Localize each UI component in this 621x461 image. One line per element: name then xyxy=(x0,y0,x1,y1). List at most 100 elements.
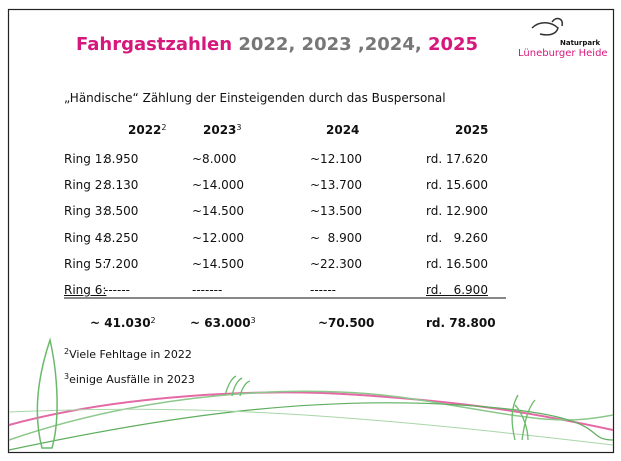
text: ~ 63.000 xyxy=(190,316,251,330)
pink-wave xyxy=(8,391,614,431)
column-header: 2024 xyxy=(326,124,359,136)
table-cell: ~14.000 xyxy=(192,179,244,191)
text: ~13.500 xyxy=(310,204,363,219)
table-cell: rd. 6.900 xyxy=(426,284,488,296)
text: 2023 xyxy=(203,123,237,137)
text: Ring 5: xyxy=(64,256,107,271)
table-cell: 8.950 xyxy=(104,153,138,165)
table-cell: ~13.500 xyxy=(310,205,362,217)
text: 7.200 xyxy=(104,256,139,271)
table-cell: Ring 2: xyxy=(64,179,106,191)
superscript: 2 xyxy=(161,123,167,132)
green-wave xyxy=(8,402,614,451)
subtitle: „Händische“ Zählung der Einsteigenden du… xyxy=(64,91,446,105)
table-cell: ~8.000 xyxy=(192,153,236,165)
logo-text: Lüneburger Heide xyxy=(518,48,608,59)
text: ~14.500 xyxy=(192,204,245,219)
superscript: 2 xyxy=(150,316,156,325)
text: rd. 9.260 xyxy=(426,230,488,245)
table-cell: rd. 15.600 xyxy=(426,179,488,191)
total: ~ 41.0302 xyxy=(90,316,156,330)
slide-frame xyxy=(7,8,615,454)
table-cell: 7.200 xyxy=(104,258,138,270)
total: ~70.500 xyxy=(318,317,374,329)
text: Viele Fehltage in 2022 xyxy=(69,348,192,361)
text: ~70.500 xyxy=(318,316,375,330)
text: ~14.000 xyxy=(192,178,245,193)
title: Fahrgastzahlen 2022, 2023 ,2024, 2025 xyxy=(76,34,478,55)
superscript: 3 xyxy=(64,372,70,381)
table-cell: ~22.300 xyxy=(310,258,362,270)
grass-leaf xyxy=(36,337,58,449)
text: ------ xyxy=(104,283,130,297)
text: Ring 1: xyxy=(64,152,107,166)
title-part: Fahrgastzahlen xyxy=(76,34,233,55)
column-header: 20233 xyxy=(203,123,242,137)
total: ~ 63.0003 xyxy=(190,316,256,330)
table-cell: ~12.000 xyxy=(192,232,244,244)
table-cell: rd. 17.620 xyxy=(426,153,488,165)
text: ~8.000 xyxy=(192,152,237,166)
grass xyxy=(511,394,536,441)
text: einige Ausfälle in 2023 xyxy=(69,373,195,386)
table-cell: Ring 5: xyxy=(64,258,106,270)
footnote: 3einige Ausfälle in 2023 xyxy=(64,372,195,386)
logo-text: Naturpark xyxy=(560,39,601,47)
table-cell: ~13.700 xyxy=(310,179,362,191)
text: ~ 41.030 xyxy=(90,316,151,330)
text: rd. 78.800 xyxy=(426,316,496,330)
superscript: 3 xyxy=(236,123,242,132)
table-cell: ------ xyxy=(310,284,336,296)
total: rd. 78.800 xyxy=(426,317,496,329)
text: 8.250 xyxy=(104,230,139,245)
table-cell: 8.130 xyxy=(104,179,138,191)
text: 2024 xyxy=(326,123,360,137)
text: rd. 6.900 xyxy=(426,283,488,297)
grass xyxy=(224,375,251,397)
table-cell: rd. 9.260 xyxy=(426,232,488,244)
column-header: 2025 xyxy=(455,124,488,136)
text: ------ xyxy=(310,283,336,297)
text: 8.500 xyxy=(104,204,139,219)
footnote: 2Viele Fehltage in 2022 xyxy=(64,347,192,361)
table-cell: 8.250 xyxy=(104,232,138,244)
superscript: 2 xyxy=(64,347,70,356)
table-cell: rd. 16.500 xyxy=(426,258,488,270)
table-cell: ~ 8.900 xyxy=(310,232,362,244)
text: ~ 8.900 xyxy=(310,230,363,245)
text: ~12.000 xyxy=(192,230,245,245)
text: Ring 2: xyxy=(64,178,107,193)
green-wave xyxy=(8,408,614,446)
table-cell: ------- xyxy=(192,284,222,296)
table-cell: rd. 12.900 xyxy=(426,205,488,217)
text: ~22.300 xyxy=(310,256,363,271)
superscript: 3 xyxy=(250,316,256,325)
text: ------- xyxy=(192,283,223,297)
column-header: 20222 xyxy=(128,123,167,137)
title-part: 2025 xyxy=(427,34,479,55)
title-part: 2022, 2023 ,2024, xyxy=(238,34,422,55)
table-cell: ~14.500 xyxy=(192,258,244,270)
text: rd. 12.900 xyxy=(426,204,488,219)
table-cell: 8.500 xyxy=(104,205,138,217)
table-cell: Ring 4: xyxy=(64,232,106,244)
logo-sheep xyxy=(531,17,564,36)
table-cell: ~12.100 xyxy=(310,153,362,165)
text: 2025 xyxy=(455,123,489,137)
text: ~12.100 xyxy=(310,152,363,166)
text: Ring 6: xyxy=(64,283,107,297)
table-cell: ~14.500 xyxy=(192,205,244,217)
text: 8.950 xyxy=(104,152,139,166)
text: Ring 4: xyxy=(64,230,107,245)
table-cell: Ring 1: xyxy=(64,153,106,165)
text: 8.130 xyxy=(104,178,139,193)
text: ~14.500 xyxy=(192,256,245,271)
text: ~13.700 xyxy=(310,178,363,193)
table-cell: ------ xyxy=(104,284,130,296)
text: rd. 15.600 xyxy=(426,178,488,193)
table-cell: Ring 3: xyxy=(64,205,106,217)
green-wave xyxy=(8,390,614,441)
table-cell: Ring 6: xyxy=(64,284,106,296)
